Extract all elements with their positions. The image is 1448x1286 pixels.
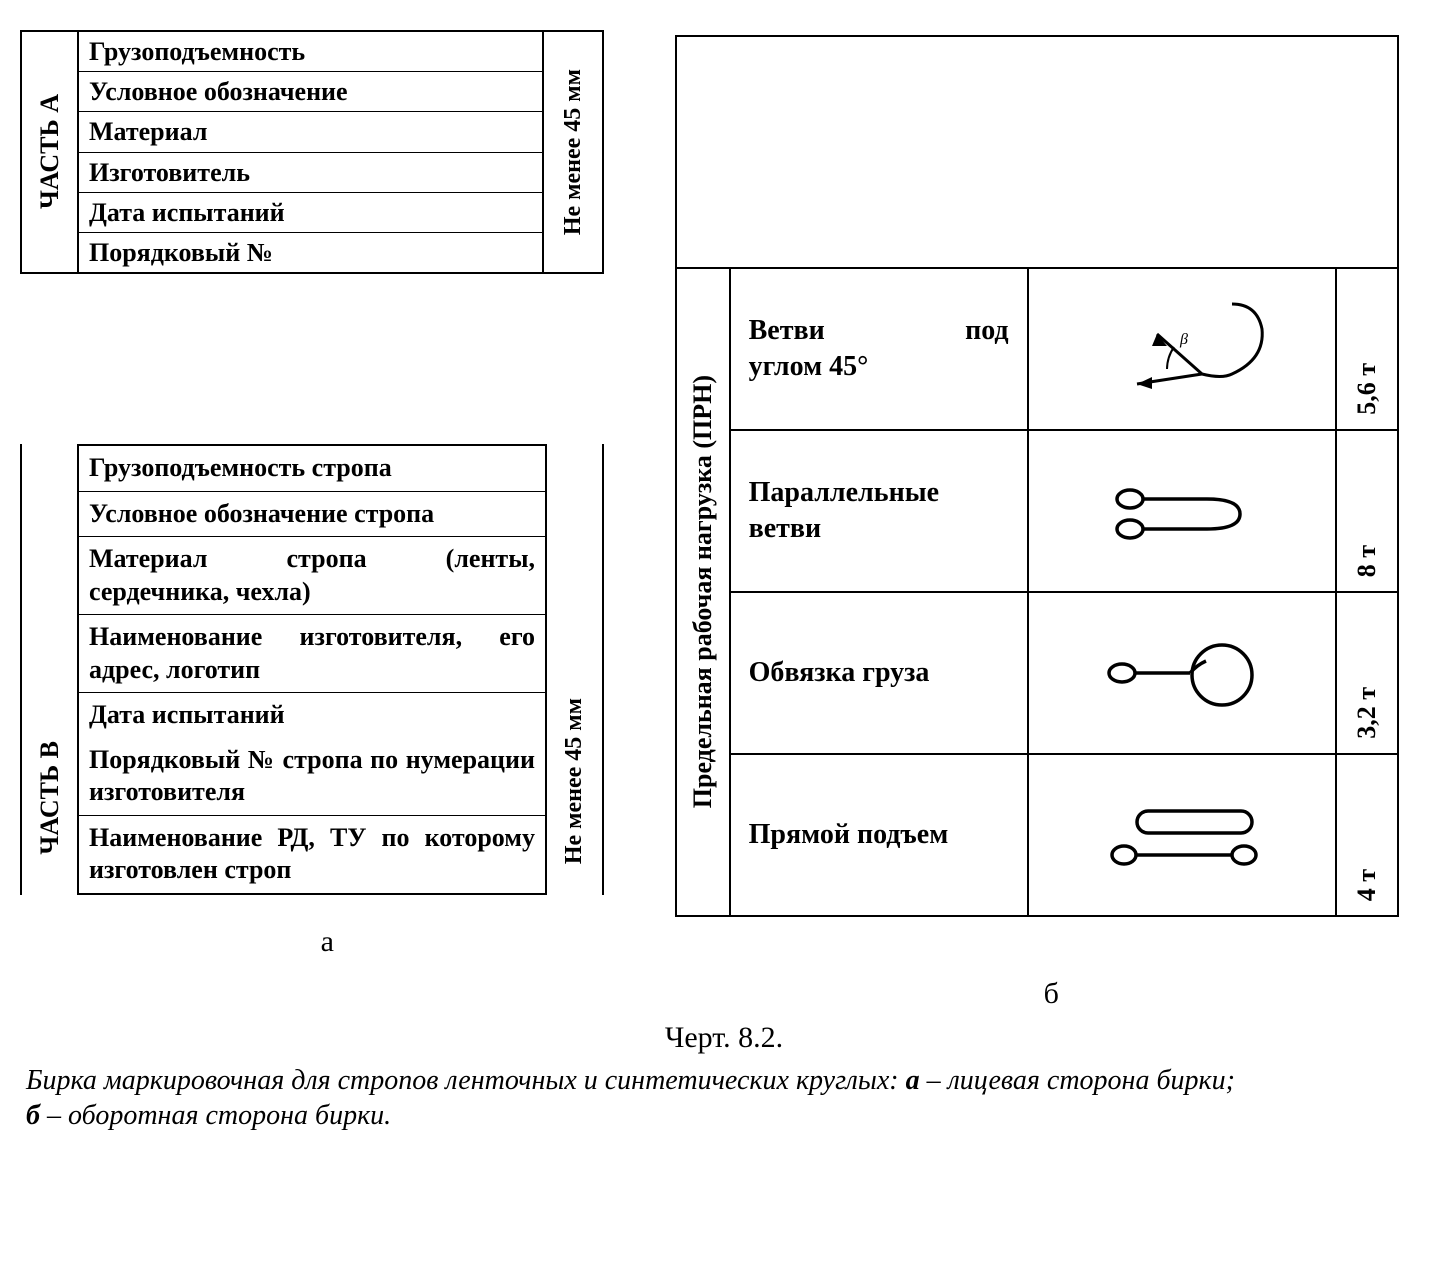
sub-label-b: б bbox=[675, 977, 1428, 1011]
prn-value-text: 5,6 т bbox=[1352, 363, 1382, 415]
part-b-label-text: ЧАСТЬ В bbox=[35, 741, 65, 855]
part-a-row: Грузоподъемность bbox=[79, 32, 542, 72]
sling-parallel-icon bbox=[1029, 431, 1337, 591]
figure-desc-a-label: а bbox=[906, 1065, 920, 1096]
figure-desc-text: Бирка маркировочная для стропов ленточны… bbox=[26, 1065, 906, 1096]
prn-value-text: 3,2 т bbox=[1352, 687, 1382, 739]
figure-caption: Черт. 8.2. bbox=[20, 1021, 1428, 1055]
part-b-dimension: Не менее 45 мм bbox=[545, 444, 602, 895]
prn-value: 5,6 т bbox=[1337, 269, 1397, 429]
part-a-label: ЧАСТЬ А bbox=[22, 32, 79, 272]
part-b-row: Материал стропа (ленты, сердечника, чехл… bbox=[79, 537, 545, 615]
sling-angle45-icon: β bbox=[1029, 269, 1337, 429]
part-a-table: ЧАСТЬ А Грузоподъемность Условное обозна… bbox=[20, 30, 604, 274]
prn-table: Предельная рабочая нагрузка (ПРН) Ветвип… bbox=[675, 35, 1399, 917]
prn-value: 8 т bbox=[1337, 431, 1397, 591]
part-b-dimension-text: Не менее 45 мм bbox=[561, 698, 588, 864]
prn-row: Параллельные ветви bbox=[731, 431, 1397, 593]
figure-description: Бирка маркировочная для стропов ленточны… bbox=[20, 1063, 1428, 1133]
page-root: ЧАСТЬ А Грузоподъемность Условное обозна… bbox=[0, 0, 1448, 1286]
part-a-dimension: Не менее 45 мм bbox=[542, 32, 602, 272]
part-a-row: Изготовитель bbox=[79, 153, 542, 193]
prn-desc: Ветвиподуглом 45° bbox=[731, 269, 1029, 429]
part-a-row: Условное обозначение bbox=[79, 72, 542, 112]
part-a-dimension-text: Не менее 45 мм bbox=[560, 69, 587, 235]
prn-blank-header bbox=[677, 37, 1397, 269]
part-b-row: Дата испытаний bbox=[79, 693, 545, 738]
figure-desc-b-label: б bbox=[26, 1100, 40, 1131]
figure-desc-text: – лицевая сторона бирки; bbox=[920, 1065, 1235, 1096]
sling-straight-icon bbox=[1029, 755, 1337, 915]
part-b-row: Наименование РД, ТУ по которому изготовл… bbox=[79, 816, 545, 893]
prn-value-text: 4 т bbox=[1352, 869, 1382, 901]
prn-vertical-header-text: Предельная рабочая нагрузка (ПРН) bbox=[688, 375, 718, 808]
part-b-row: Условное обозначение стропа bbox=[79, 492, 545, 538]
prn-desc: Прямой подъем bbox=[731, 755, 1029, 915]
part-a-row: Порядковый № bbox=[79, 233, 542, 272]
part-b-row: Порядковый № стропа по нумерации изготов… bbox=[79, 738, 545, 816]
sling-choker-icon bbox=[1029, 593, 1337, 753]
sub-label-a: а bbox=[20, 925, 635, 959]
prn-desc: Обвязка груза bbox=[731, 593, 1029, 753]
part-a-row: Материал bbox=[79, 112, 542, 152]
prn-value: 4 т bbox=[1337, 755, 1397, 915]
prn-row: Обвязка груза bbox=[731, 593, 1397, 755]
part-b-row: Наименование изготовителя, его адрес, ло… bbox=[79, 615, 545, 693]
part-a-label-text: ЧАСТЬ А bbox=[35, 94, 65, 209]
figure-desc-text: – оборотная сторона бирки. bbox=[40, 1100, 391, 1131]
prn-row: Прямой подъем bbox=[731, 755, 1397, 915]
left-column: ЧАСТЬ А Грузоподъемность Условное обозна… bbox=[20, 20, 635, 959]
prn-row: Ветвиподуглом 45° bbox=[731, 269, 1397, 431]
prn-value: 3,2 т bbox=[1337, 593, 1397, 753]
prn-rows: Ветвиподуглом 45° bbox=[731, 269, 1397, 915]
part-a-row: Дата испытаний bbox=[79, 193, 542, 233]
right-column: Предельная рабочая нагрузка (ПРН) Ветвип… bbox=[675, 20, 1428, 1011]
part-b-row: Грузоподъемность стропа bbox=[79, 446, 545, 492]
prn-body: Предельная рабочая нагрузка (ПРН) Ветвип… bbox=[677, 269, 1397, 915]
part-b-table: ЧАСТЬ В Грузоподъемность стропа Условное… bbox=[20, 444, 604, 895]
svg-text:β: β bbox=[1179, 331, 1188, 348]
prn-value-text: 8 т bbox=[1352, 545, 1382, 577]
prn-vertical-header: Предельная рабочая нагрузка (ПРН) bbox=[677, 269, 731, 915]
part-a-rows: Грузоподъемность Условное обозначение Ма… bbox=[79, 32, 542, 272]
figure-row: ЧАСТЬ А Грузоподъемность Условное обозна… bbox=[20, 20, 1428, 1011]
part-b-rows: Грузоподъемность стропа Условное обознач… bbox=[79, 444, 545, 895]
prn-desc: Параллельные ветви bbox=[731, 431, 1029, 591]
part-b-label: ЧАСТЬ В bbox=[22, 444, 79, 895]
